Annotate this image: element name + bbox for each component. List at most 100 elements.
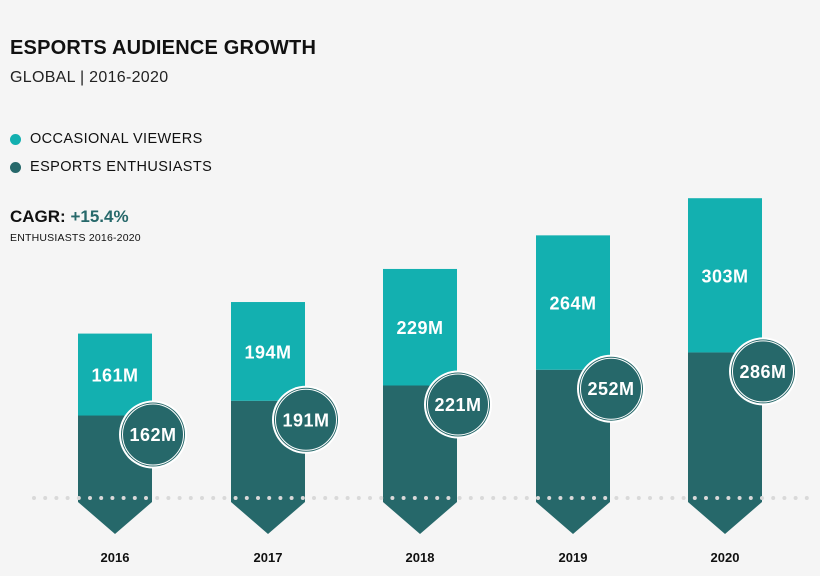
badge-inner-ring-2020 [732,340,794,403]
baseline-dot [132,496,137,500]
x-tick-label-2018: 2018 [406,550,435,565]
badge-outer-2020 [731,339,795,404]
bar-occasional-2020 [688,198,762,353]
baseline-dot [166,496,171,500]
badge-inner-ring-2019 [580,357,642,420]
legend-label-esports-enthusiasts: ESPORTS ENTHUSIASTS [30,159,213,175]
baseline-dot [88,496,92,500]
legend-item-occasional-viewers: OCCASIONAL VIEWERS [10,125,212,153]
bars: 161M 162M 194M 191M 229M 221M 264M 252M 303M 286M [78,198,797,534]
baseline-dot [737,496,742,500]
baseline-dot [793,496,798,500]
baseline-dot [188,496,193,500]
baseline-dot [289,496,294,500]
baseline-dot [200,496,204,500]
baseline-dot [65,496,70,500]
baseline-dot [715,496,720,500]
baseline-dot [771,496,776,500]
badge-outer-2018 [426,372,490,437]
badge-outer-2019 [579,356,643,421]
baseline-dot [256,496,260,500]
baseline-dot [760,496,764,500]
legend-label-occasional-viewers: OCCASIONAL VIEWERS [30,131,203,147]
baseline-dot [704,496,708,500]
cagr-headline: CAGR: +15.4% [10,207,129,227]
baseline-dot [211,496,216,500]
x-tick-label-2016: 2016 [101,550,130,565]
legend-swatch-occasional-viewers [10,133,21,145]
x-tick-label-2019: 2019 [559,550,588,565]
baseline-dot [480,496,484,500]
baseline-dot [401,496,406,500]
baseline-dot [155,496,160,500]
baseline-dot [99,496,104,500]
baseline-dot [513,496,518,500]
baseline-dot [144,496,148,500]
badge-outer-2016 [121,402,185,467]
baseline-dot [312,496,316,500]
baseline-dot [278,496,283,500]
baseline-dot [502,496,507,500]
baseline-dot [323,496,328,500]
baseline-dot [32,496,36,500]
baseline-dot [379,496,384,500]
baseline-dotted-line [32,496,809,500]
legend: OCCASIONAL VIEWERS ESPORTS ENTHUSIASTS [10,125,212,181]
baseline-dot [491,496,496,500]
baseline-dot [681,496,686,500]
baseline-dot [412,496,417,500]
baseline-dot [345,496,350,500]
baseline-dot [536,496,540,500]
baseline-dot [524,496,529,500]
legend-swatch-esports-enthusiasts [10,161,21,173]
data-label-occasional-2017: 194M [244,342,291,362]
chart-title: ESPORTS AUDIENCE GROWTH [10,37,317,59]
baseline-dot [659,496,664,500]
baseline-dot [782,496,787,500]
data-label-enthusiasts-2017: 191M [282,410,329,430]
baseline-dot [356,496,361,500]
badge-inner-ring-2017 [275,388,337,451]
baseline-dot [692,496,697,500]
baseline-dot [636,496,641,500]
data-label-occasional-2018: 229M [396,318,443,338]
baseline-dot [110,496,115,500]
baseline-dot [558,496,563,500]
baseline-dot [244,496,249,500]
baseline-dot [670,496,675,500]
data-label-occasional-2019: 264M [549,294,596,314]
cagr-value: +15.4% [70,207,129,226]
baseline-dot [625,496,630,500]
baseline-dot [54,496,59,500]
data-label-enthusiasts-2019: 252M [587,379,634,399]
badge-inner-ring-2016 [122,403,184,466]
baseline-dot [300,496,305,500]
bar-occasional-2016 [78,333,152,416]
baseline-dot [368,496,372,500]
baseline-dot [569,496,574,500]
baseline-dot [222,496,227,500]
cagr-label: CAGR: [10,207,66,226]
baseline-dot [121,496,126,500]
baseline-dot [390,496,395,500]
baseline-dot [726,496,731,500]
baseline-dot [177,496,182,500]
baseline-dot [547,496,552,500]
baseline-dot [43,496,48,500]
baseline-dot [614,496,619,500]
badge-inner-ring-2018 [427,373,489,436]
baseline-dot [804,496,809,500]
data-label-occasional-2016: 161M [91,366,138,386]
baseline-dot [592,496,596,500]
baseline-dot [267,496,272,500]
x-tick-label-2017: 2017 [254,550,283,565]
baseline-dot [76,496,81,500]
baseline-dot [648,496,652,500]
bar-occasional-2019 [536,235,610,370]
legend-item-esports-enthusiasts: ESPORTS ENTHUSIASTS [10,153,212,181]
baseline-dot [748,496,753,500]
baseline-dot [334,496,339,500]
baseline-dot [233,496,238,500]
badge-outer-2017 [274,387,338,452]
baseline-dot [457,496,462,500]
